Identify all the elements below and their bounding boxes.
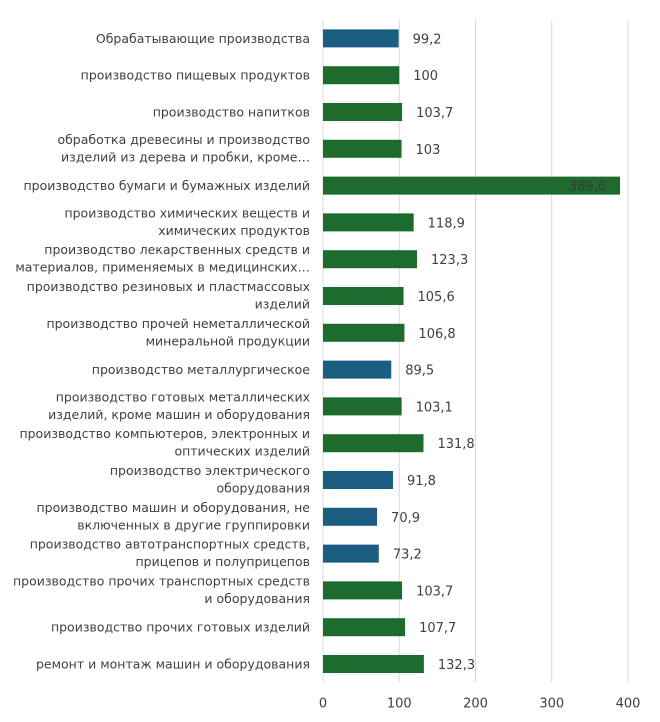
- category-label: производство машин и оборудования, не вкл…: [37, 500, 311, 533]
- data-label: 131,8: [437, 437, 474, 452]
- category-label: производство лекарственных средств и мате…: [15, 242, 310, 275]
- x-tick-label: 100: [387, 696, 412, 711]
- value-labels: 99,2 100 103,7 103 389,6 118,9 123,3 105,6 106,8…: [391, 32, 606, 673]
- data-label: 103,7: [416, 584, 453, 599]
- category-label: производство прочих транспортных средств…: [13, 573, 310, 606]
- data-label: 132,3: [438, 658, 475, 673]
- bar: [323, 29, 399, 48]
- bar: [323, 507, 378, 526]
- bar: [323, 176, 621, 195]
- bar: [323, 655, 424, 673]
- data-label: 389,6: [569, 180, 606, 195]
- bars: [323, 29, 621, 673]
- x-tick-label: 200: [463, 696, 488, 711]
- data-label: 73,2: [393, 548, 422, 563]
- category-label: производство пищевых продуктов: [81, 68, 310, 83]
- x-axis-ticks: 0 100 200 300 400: [319, 696, 641, 711]
- category-label: ремонт и монтаж машин и оборудования: [36, 657, 310, 672]
- bar: [323, 434, 424, 453]
- bar: [323, 544, 379, 563]
- data-label: 103,7: [416, 106, 453, 121]
- bar: [323, 397, 402, 416]
- data-label: 106,8: [418, 327, 455, 342]
- bar: [323, 581, 403, 600]
- data-label: 118,9: [428, 216, 465, 231]
- data-label: 99,2: [413, 32, 442, 47]
- data-label: 70,9: [391, 511, 420, 526]
- bar: [323, 287, 404, 305]
- category-label: производство прочей неметаллической минер…: [46, 316, 310, 349]
- category-label: производство прочих готовых изделий: [51, 620, 310, 635]
- bar: [323, 471, 393, 489]
- data-label: 91,8: [407, 474, 436, 489]
- category-label: обработка древесины и производство издели…: [57, 132, 310, 165]
- data-label: 123,3: [431, 253, 468, 268]
- bar: [323, 360, 392, 379]
- bar: [323, 213, 414, 232]
- gridlines: [322, 20, 629, 683]
- category-label: Обрабатывающие производства: [96, 31, 310, 46]
- x-tick-label: 400: [616, 696, 641, 711]
- category-labels: Обрабатывающие производства производство …: [13, 31, 310, 672]
- data-label: 105,6: [418, 290, 455, 305]
- data-label: 100: [413, 69, 438, 84]
- bar: [323, 66, 400, 85]
- category-label: производство готовых металлических издели…: [48, 389, 310, 422]
- category-label: производство автотранспортных средств, пр…: [30, 537, 310, 570]
- data-label: 103,1: [416, 400, 453, 415]
- category-label: производство электрического оборудования: [110, 463, 310, 496]
- category-label: производство бумаги и бумажных изделий: [24, 178, 311, 193]
- category-label: производство химических веществ и химичес…: [64, 205, 310, 238]
- x-tick-label: 300: [539, 696, 564, 711]
- data-label: 103: [416, 143, 441, 158]
- data-label: 107,7: [419, 621, 456, 636]
- bar: [323, 139, 402, 158]
- bar: [323, 250, 418, 269]
- category-label: производство резиновых и пластмассовых из…: [27, 279, 310, 312]
- data-label: 89,5: [405, 364, 434, 379]
- bar: [323, 103, 403, 121]
- bar: [323, 618, 406, 637]
- bar: [323, 323, 405, 342]
- category-label: производство металлургическое: [92, 362, 311, 377]
- category-label: производство напитков: [153, 105, 310, 120]
- x-tick-label: 0: [319, 696, 327, 711]
